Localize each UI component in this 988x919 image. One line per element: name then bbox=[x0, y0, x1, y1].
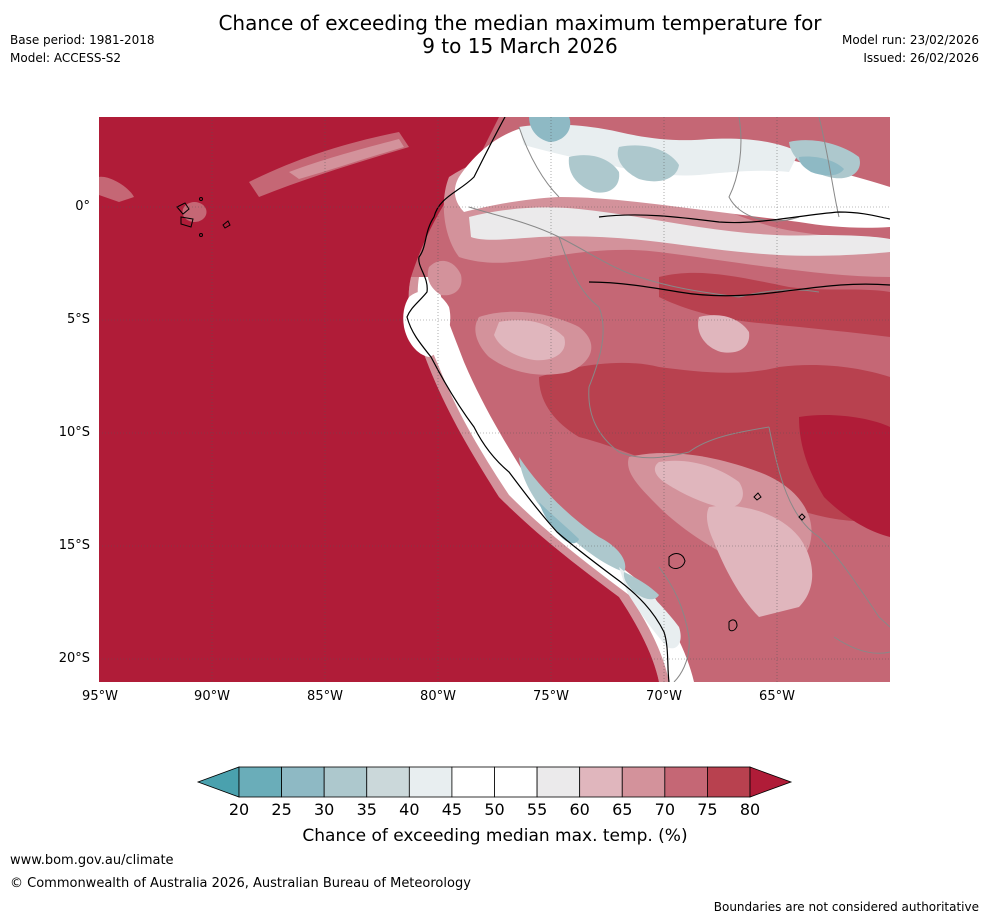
lon-label-75w: 75°W bbox=[533, 689, 569, 704]
map-panel bbox=[99, 117, 890, 682]
land-band-80-central bbox=[539, 362, 890, 522]
page-title: Chance of exceeding the median maximum t… bbox=[170, 12, 870, 58]
base-period: Base period: 1981-2018 bbox=[10, 33, 155, 47]
colorbar-cell bbox=[707, 766, 751, 798]
colorbar-tick-label: 20 bbox=[228, 800, 250, 819]
land-band-55-north bbox=[469, 207, 890, 256]
colorbar-tick-label: 35 bbox=[356, 800, 377, 819]
lat-label-0: 0° bbox=[75, 199, 90, 214]
colorbar-tick-label: 60 bbox=[569, 800, 590, 819]
galapagos-islands bbox=[176, 197, 231, 237]
graticule bbox=[99, 117, 890, 682]
colorbar-cell bbox=[536, 766, 581, 798]
colorbar-tick-label: 30 bbox=[313, 800, 335, 819]
colorbar-cell bbox=[408, 766, 453, 798]
title-line-1: Chance of exceeding the median maximum t… bbox=[218, 11, 822, 35]
coastal-band-30 bbox=[519, 457, 626, 572]
lat-label-5s: 5°S bbox=[66, 312, 90, 327]
colorbar-tick-label: 55 bbox=[526, 800, 548, 819]
lat-label-10s: 10°S bbox=[58, 425, 90, 440]
colorbar-cell bbox=[451, 766, 495, 798]
issued-date: Issued: 26/02/2026 bbox=[863, 51, 979, 65]
title-line-2: 9 to 15 March 2026 bbox=[422, 34, 618, 58]
colorbar-tick-label: 25 bbox=[271, 800, 292, 819]
land-band-30-equator bbox=[568, 155, 620, 193]
copyright-text: © Commonwealth of Australia 2026, Austra… bbox=[10, 876, 471, 891]
land-band-80-east bbox=[799, 415, 890, 537]
land-band-30-equator-east bbox=[617, 145, 679, 182]
colorbar-tick-label: 65 bbox=[612, 800, 633, 819]
disclaimer-text: Boundaries are not considered authoritat… bbox=[713, 900, 979, 914]
lon-label-70w: 70°W bbox=[646, 689, 682, 704]
colorbar-cell bbox=[621, 766, 666, 798]
colorbar-tick-label: 40 bbox=[399, 800, 420, 819]
colorbar-under-arrow bbox=[196, 766, 240, 798]
colorbar-cell bbox=[366, 766, 410, 798]
colorbar bbox=[196, 766, 793, 798]
colorbar-tick-label: 80 bbox=[739, 800, 761, 819]
coastal-band-25 bbox=[539, 502, 579, 544]
colorbar-cell bbox=[238, 766, 282, 798]
lon-label-80w: 80°W bbox=[420, 689, 456, 704]
model-name: Model: ACCESS-S2 bbox=[10, 51, 122, 65]
land-band-60-bolivia bbox=[654, 460, 743, 508]
pacific-wisp-2 bbox=[99, 176, 134, 202]
website-link[interactable]: www.bom.gov.au/climate bbox=[10, 853, 174, 868]
land-band-60-brazil bbox=[698, 315, 750, 353]
colorbar-tick-label: 75 bbox=[697, 800, 718, 819]
colorbar-label: Chance of exceeding median max. temp. (%… bbox=[302, 826, 688, 846]
colorbar-cell bbox=[281, 766, 325, 798]
colorbar-over-arrow bbox=[749, 766, 793, 798]
colorbar-cell bbox=[323, 766, 368, 798]
coastal-band-30-south bbox=[623, 572, 659, 600]
land-band-25-top bbox=[529, 117, 571, 142]
colorbar-tick-label: 50 bbox=[484, 800, 505, 819]
lat-label-20s: 20°S bbox=[58, 651, 90, 666]
lon-label-85w: 85°W bbox=[307, 689, 343, 704]
colorbar-cell bbox=[579, 766, 623, 798]
lakes bbox=[668, 492, 806, 632]
lon-label-65w: 65°W bbox=[759, 689, 795, 704]
colorbar-cell bbox=[494, 766, 538, 798]
lat-label-15s: 15°S bbox=[58, 538, 90, 553]
colorbar-tick-label: 70 bbox=[654, 800, 675, 819]
ecuador-white bbox=[403, 291, 451, 357]
lon-label-90w: 90°W bbox=[194, 689, 230, 704]
lon-label-95w: 95°W bbox=[82, 689, 118, 704]
country-boundaries bbox=[468, 117, 890, 682]
land-band-25-colombia bbox=[799, 156, 844, 176]
land-band-80-north bbox=[659, 272, 890, 337]
ecuador-pink bbox=[427, 260, 462, 296]
land-band-60-south bbox=[706, 505, 813, 617]
colorbar-cell bbox=[664, 766, 708, 798]
galapagos-ring bbox=[182, 202, 207, 222]
pacific-wisp-light bbox=[289, 139, 404, 179]
colorbar-tick-label: 45 bbox=[441, 800, 463, 819]
land-band-60-peru bbox=[494, 320, 565, 361]
model-run: Model run: 23/02/2026 bbox=[841, 33, 979, 47]
coastline bbox=[406, 117, 890, 682]
